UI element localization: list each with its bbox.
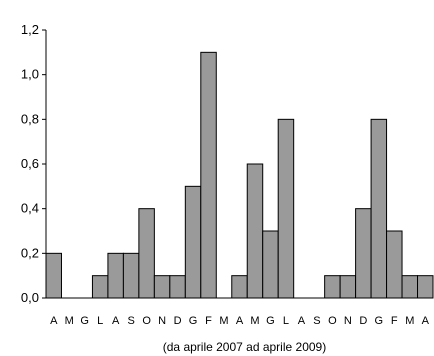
y-tick-labels: 0,0 0,2 0,4 0,6 0,8 1,0 1,2	[21, 22, 39, 305]
x-tick-label: A	[236, 315, 244, 327]
x-tick-label: N	[158, 315, 166, 327]
bar	[138, 208, 155, 299]
y-tick-label: 0,8	[21, 111, 39, 126]
bar	[386, 230, 403, 299]
bar	[370, 118, 388, 299]
bar	[355, 208, 372, 299]
x-tick-label: A	[298, 315, 306, 327]
x-tick-label: N	[344, 315, 352, 327]
x-tick-label: O	[142, 315, 151, 327]
bars	[45, 51, 434, 299]
x-tick-label: M	[405, 315, 414, 327]
bar	[401, 275, 419, 299]
x-tick-label: G	[189, 315, 198, 327]
bar	[91, 275, 109, 299]
bar	[262, 230, 279, 299]
bar	[153, 275, 171, 299]
x-tick-label: S	[127, 315, 134, 327]
x-tick-label: L	[283, 315, 289, 327]
bar	[184, 185, 202, 299]
x-tick-label: O	[328, 315, 337, 327]
y-tick-label: 1,2	[21, 22, 39, 37]
x-tick-label: D	[359, 315, 367, 327]
x-tick-label: L	[97, 315, 103, 327]
bar	[339, 275, 357, 299]
bar	[107, 252, 124, 299]
x-tick-label: G	[375, 315, 384, 327]
bar	[277, 118, 295, 299]
x-tick-label: G	[80, 315, 89, 327]
x-tick-label: M	[65, 315, 74, 327]
x-axis-title: (da aprile 2007 ad aprile 2009)	[163, 340, 326, 354]
x-tick-label: F	[205, 315, 212, 327]
x-tick-label: A	[422, 315, 430, 327]
x-tick-label: F	[391, 315, 398, 327]
bar	[231, 275, 248, 299]
x-tick-label: M	[250, 315, 259, 327]
bar	[324, 275, 341, 299]
y-ticks	[42, 29, 46, 299]
bar	[200, 51, 217, 299]
x-tick-label: S	[313, 315, 320, 327]
x-tick-label: A	[112, 315, 120, 327]
y-tick-label: 0,0	[21, 290, 39, 305]
x-tick-label: A	[50, 315, 58, 327]
y-tick-label: 1,0	[21, 67, 39, 82]
y-tick-label: 0,4	[21, 201, 39, 216]
bar	[417, 275, 434, 299]
y-tick-label: 0,2	[21, 245, 39, 260]
bar	[45, 252, 62, 299]
bar	[169, 275, 186, 299]
x-tick-label: D	[174, 315, 182, 327]
bar	[246, 163, 264, 299]
y-tick-label: 0,6	[21, 156, 39, 171]
x-tick-label: G	[266, 315, 275, 327]
bar	[122, 252, 140, 299]
x-tick-label: M	[219, 315, 228, 327]
